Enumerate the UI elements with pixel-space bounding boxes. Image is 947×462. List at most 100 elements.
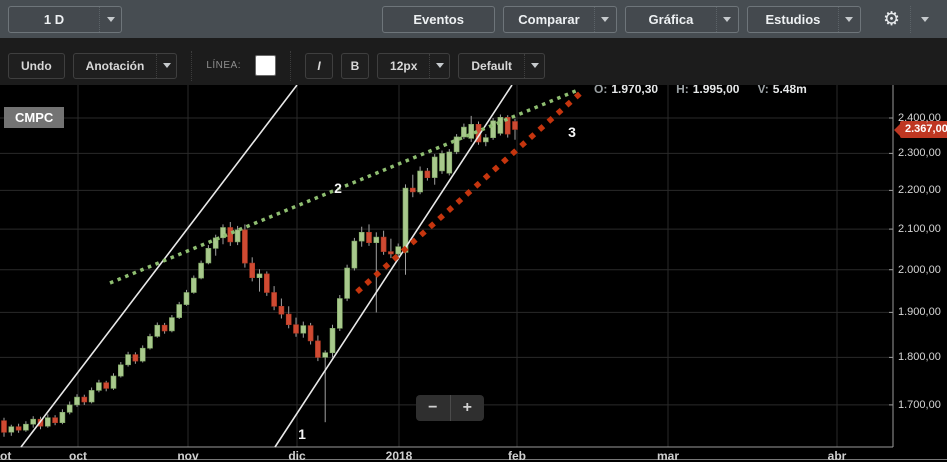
channel-line-right[interactable] [274,85,513,448]
symbol-badge: CMPC [4,107,65,128]
font-size-dropdown[interactable]: 12px [377,52,451,79]
wave-label-1[interactable]: 1 [298,426,306,442]
chevron-down-icon [601,16,610,22]
price-axis-label: 2.100,00 [898,223,941,236]
candle-down [242,229,248,264]
chevron-down-icon [723,16,732,22]
line-color-swatch[interactable] [255,55,277,76]
candle-up [373,236,380,244]
annotation-toolbar: Undo Anotación LÍNEA: I B 12px Default [0,38,947,85]
candle-up [96,382,102,391]
chart-type-arrow[interactable] [715,6,738,32]
candle-up [446,151,453,174]
candle-up [351,240,358,269]
candle-up [23,423,29,431]
zoom-in-button[interactable]: + [462,399,472,416]
resistance-dotted-green[interactable] [109,88,579,285]
time-axis-label: nov [177,449,199,462]
events-button[interactable]: Eventos [382,5,495,33]
font-style-dropdown[interactable]: Default [458,52,546,79]
candle-up [497,116,504,134]
chart-type-dropdown[interactable]: Gráfica [624,5,739,33]
candle-down [512,121,518,130]
chevron-down-icon [530,63,539,68]
last-price-badge: 2.367,00 [894,121,947,138]
price-axis-label: 2.000,00 [898,263,941,276]
undo-button[interactable]: Undo [8,52,65,79]
gear-icon[interactable]: ⚙ [882,8,900,30]
time-axis-label: abr [827,449,847,462]
candle-up [8,426,15,433]
candle-up [44,417,51,427]
candle-down [504,116,511,135]
candle-up [395,246,402,255]
candle-up [176,304,182,318]
candle-up [191,277,197,293]
candle-down [278,306,285,315]
candle-down [161,324,168,332]
wave-label-3[interactable]: 3 [568,124,576,140]
candlestick-chart-canvas[interactable] [0,85,947,462]
candle-up [59,411,66,423]
chevron-down-icon [845,16,854,22]
italic-button[interactable]: I [305,52,334,79]
time-axis-label: 2018 [385,449,413,462]
font-style-arrow[interactable] [524,53,544,78]
time-axis-label: dic [288,449,306,462]
candle-down [81,396,88,403]
candle-up [205,248,212,264]
settings-arrow[interactable] [910,5,939,33]
channel-line-left[interactable] [20,85,298,448]
candle-up [300,325,307,334]
candle-up [125,354,131,366]
candle-down [380,236,387,252]
candle-down [366,232,372,244]
compare-dropdown[interactable]: Comparar [502,5,617,33]
toolbar-button-group: Eventos Comparar Gráfica Estudios ⚙ [382,5,939,33]
chevron-down-icon [162,63,171,68]
candle-down [424,170,431,178]
candle-up [453,136,460,153]
toolbar-divider [191,50,193,81]
candle-up [139,347,146,362]
candle-up [439,153,445,172]
price-axis-label: 1.700,00 [898,398,941,411]
interval-dropdown[interactable]: 1 D [8,5,122,33]
interval-arrow[interactable] [99,6,121,32]
candle-up [329,328,336,354]
wave-label-2[interactable]: 2 [334,180,342,196]
candle-down [227,227,234,243]
zoom-control: − + [416,395,484,421]
candle-up [147,336,153,349]
studies-dropdown[interactable]: Estudios [746,5,861,33]
candle-up [220,227,226,239]
time-axis-label: ot [0,449,12,462]
price-axis-label: 2.400,00 [898,112,941,124]
time-axis-label: oct [69,449,87,462]
chart-pane[interactable]: O: 1.970,30 H: 1.995,00 V: 5.48m CMPC 2.367… [0,85,947,462]
chevron-down-icon [106,16,115,22]
candle-up [183,292,190,305]
candle-down [315,340,321,358]
candle-up [66,404,73,413]
volume-value: 5.48m [772,85,807,96]
compare-arrow[interactable] [593,6,616,32]
time-axis-label: feb [508,449,526,462]
main-toolbar: 1 D Eventos Comparar Gráfica Estudios ⚙ [0,0,947,38]
support-dotted-red[interactable] [355,87,586,295]
candle-up [336,298,343,329]
candle-down [307,325,314,342]
price-axis-label: 1.900,00 [898,306,941,319]
studies-arrow[interactable] [837,6,860,32]
open-value: 1.970,30 [611,85,659,96]
font-size-arrow[interactable] [429,53,449,78]
price-axis-label: 2.300,00 [898,147,941,160]
annotation-tool-dropdown[interactable]: Anotación [72,52,178,79]
interval-label: 1 D [43,11,65,27]
candle-up [118,364,124,377]
zoom-out-button[interactable]: − [416,395,451,421]
bold-button[interactable]: B [341,52,370,79]
annotation-tool-arrow[interactable] [156,53,176,78]
candle-up [74,396,80,406]
candle-down [263,273,270,293]
